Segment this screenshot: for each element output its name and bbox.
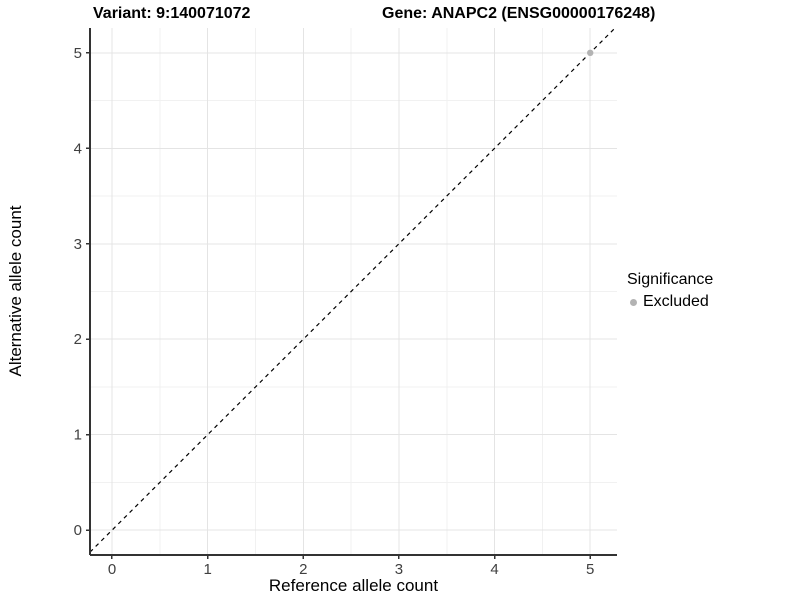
legend-item-label: Excluded	[643, 293, 709, 310]
y-tick-label: 2	[74, 331, 82, 348]
legend-title: Significance	[627, 271, 714, 288]
x-tick-label: 3	[395, 561, 403, 578]
x-axis-title: Reference allele count	[268, 576, 439, 595]
variant-title: Variant: 9:140071072	[93, 5, 251, 22]
y-axis-title: Alternative allele count	[6, 205, 25, 377]
x-tick-label: 4	[490, 561, 498, 578]
y-tick-label: 5	[74, 45, 82, 62]
x-tick-label: 0	[108, 561, 116, 578]
legend-item-excluded: Excluded	[627, 293, 713, 311]
excluded-point-marker-icon	[630, 298, 637, 306]
x-tick-label: 1	[203, 561, 211, 578]
x-tick-label: 2	[299, 561, 307, 578]
legend: Significance Excluded	[627, 271, 713, 311]
gene-title: Gene: ANAPC2 (ENSG00000176248)	[382, 5, 656, 22]
y-tick-label: 0	[74, 522, 82, 539]
data-point	[587, 49, 594, 57]
y-tick-label: 1	[74, 427, 82, 444]
y-tick-label: 3	[74, 236, 82, 253]
x-tick-label: 5	[586, 561, 594, 578]
y-tick-label: 4	[74, 140, 82, 157]
identity-line	[89, 27, 616, 553]
